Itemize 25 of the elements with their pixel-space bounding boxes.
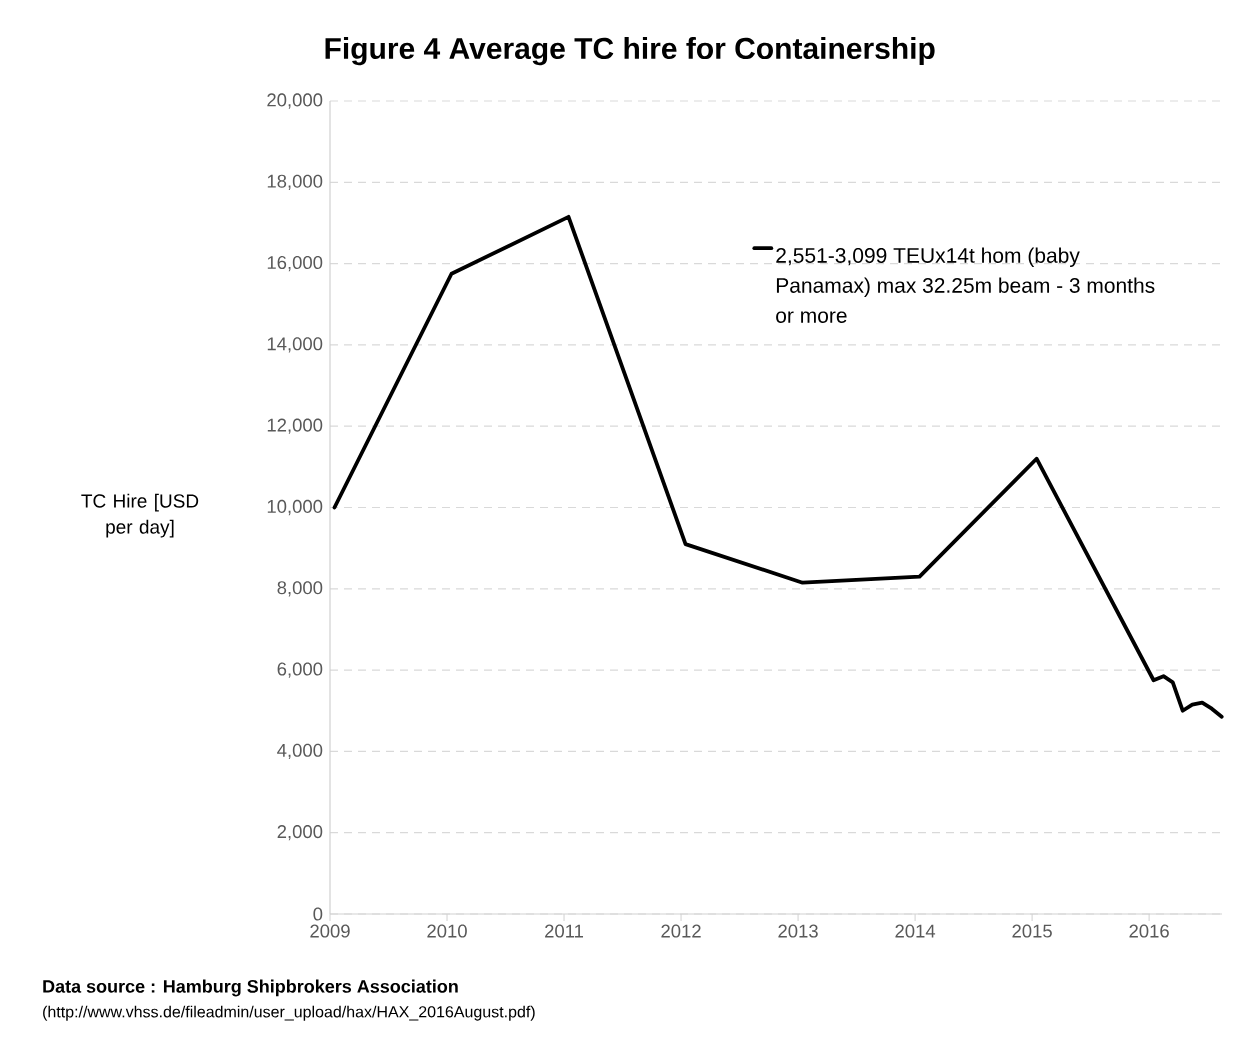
y-tick-label: 4,000 [277, 743, 323, 760]
y-tick-label: 2,000 [277, 825, 323, 841]
y-tick-label: 0 [313, 907, 323, 921]
y-tick-label: 8,000 [277, 581, 323, 597]
y-tick-label: 14,000 [267, 337, 323, 353]
x-tick-label: 2016 [1129, 924, 1169, 938]
x-tick-label: 2015 [1012, 924, 1052, 938]
x-tick-label: 2014 [895, 924, 936, 938]
x-tick-label: 2013 [778, 924, 818, 938]
line-series [332, 214, 1224, 719]
x-tick-label: 2011 [545, 924, 584, 938]
text: (http://www.vhss.de/fileadmin/user_upload/hax/HAX_2016August.pdf) [43, 1005, 535, 1021]
y-tick-label: 6,000 [277, 662, 323, 678]
y-tick-label: 16,000 [267, 255, 323, 272]
y-tick-label: 20,000 [267, 93, 323, 109]
x-tick-label: 2009 [310, 924, 350, 938]
chart-title: Figure 4 Average TC hire for Containership [325, 37, 935, 66]
source-note: Data source : Hamburg Shipbrokers Association [43, 979, 458, 997]
y-tick-label: 12,000 [267, 418, 323, 434]
y-tick-label: 10,000 [267, 499, 323, 516]
legend-label: 2,551-3,099 TEUx14t hom (baby Panamax) max 32.25m beam - 3 months or more [776, 247, 1155, 323]
y-tick-label: 18,000 [267, 174, 323, 190]
x-tick-label: 2012 [661, 924, 701, 938]
x-tick-label: 2010 [427, 924, 467, 938]
y-axis-title: TC Hire [USD per day] [81, 493, 199, 538]
